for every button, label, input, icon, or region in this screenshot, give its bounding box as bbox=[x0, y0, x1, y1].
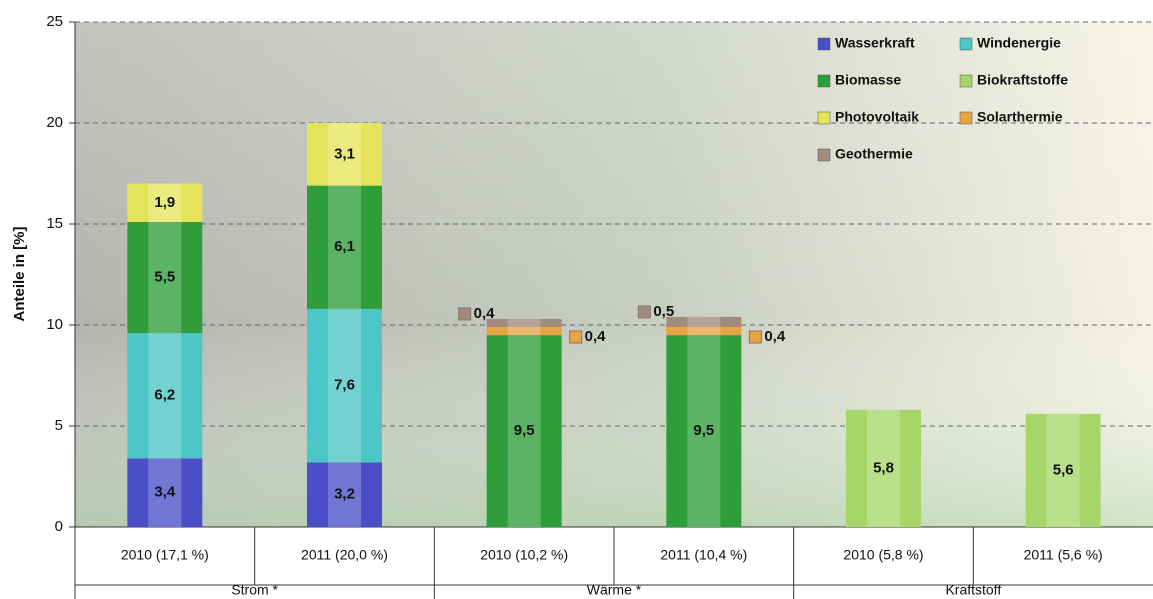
y-axis-label: Anteile in [%] bbox=[11, 226, 28, 321]
legend-swatch bbox=[959, 111, 973, 125]
value-label: 5,6 bbox=[1053, 461, 1074, 478]
value-label: 6,2 bbox=[154, 387, 175, 404]
value-label: 3,4 bbox=[154, 484, 176, 501]
legend-swatch bbox=[959, 37, 973, 51]
value-label: 7,6 bbox=[334, 377, 355, 394]
bar-segment bbox=[127, 458, 203, 527]
label-icon bbox=[458, 307, 472, 321]
label-icon bbox=[748, 330, 762, 344]
bar-segment bbox=[486, 327, 562, 336]
value-label: 0,4 bbox=[474, 305, 496, 322]
legend-swatch bbox=[817, 37, 831, 51]
y-tick-label: 5 bbox=[55, 417, 63, 434]
y-tick-label: 15 bbox=[46, 215, 63, 232]
value-label: 9,5 bbox=[514, 422, 535, 439]
value-label: 3,1 bbox=[334, 145, 355, 162]
x-tick-label: 2010 (10,2 %) bbox=[480, 547, 568, 563]
group-label: Kraftstoff bbox=[945, 582, 1001, 598]
legend-label: Windenergie bbox=[977, 35, 1061, 51]
x-tick-label: 2011 (20,0 %) bbox=[301, 547, 388, 563]
y-tick-label: 25 bbox=[46, 13, 63, 30]
legend-label: Solarthermie bbox=[977, 109, 1063, 125]
bar-segment bbox=[666, 316, 742, 328]
bar-segment bbox=[486, 318, 562, 328]
label-icon bbox=[637, 305, 651, 319]
bar-segment bbox=[307, 123, 382, 186]
y-tick-label: 0 bbox=[55, 518, 63, 535]
legend-swatch bbox=[817, 74, 831, 88]
legend-label: Wasserkraft bbox=[835, 35, 915, 51]
bar-segment bbox=[486, 335, 562, 527]
bar-segment bbox=[1025, 413, 1101, 527]
bar-segment bbox=[666, 335, 742, 527]
value-label: 5,5 bbox=[154, 268, 175, 285]
bar-segment bbox=[307, 308, 382, 463]
y-tick-label: 10 bbox=[46, 316, 63, 333]
label-icon bbox=[569, 330, 583, 344]
background-overlay bbox=[75, 22, 1153, 527]
group-label: Strom * bbox=[231, 582, 278, 598]
value-label: 5,8 bbox=[873, 459, 894, 476]
value-label: 6,1 bbox=[334, 238, 355, 255]
legend-swatch bbox=[817, 148, 831, 162]
x-tick-label: 2010 (5,8 %) bbox=[843, 547, 923, 563]
bar-segment bbox=[846, 409, 921, 527]
x-tick-label: 2011 (5,6 %) bbox=[1024, 547, 1103, 563]
x-tick-label: 2011 (10,4 %) bbox=[660, 547, 747, 563]
value-label: 0,4 bbox=[585, 328, 607, 345]
legend-label: Biokraftstoffe bbox=[977, 72, 1068, 88]
bar-segment bbox=[307, 185, 382, 309]
value-label: 0,5 bbox=[653, 303, 674, 320]
bar-segment bbox=[307, 462, 382, 527]
value-label: 0,4 bbox=[764, 328, 786, 345]
y-tick-label: 20 bbox=[46, 114, 63, 131]
legend-label: Geothermie bbox=[835, 146, 913, 162]
bar-segment bbox=[127, 333, 203, 459]
value-label: 1,9 bbox=[154, 194, 175, 211]
group-label: Wärme * bbox=[587, 582, 642, 598]
bar-segment bbox=[666, 327, 742, 336]
value-label: 3,2 bbox=[334, 486, 355, 503]
legend-label: Biomasse bbox=[835, 72, 901, 88]
value-label: 9,5 bbox=[693, 422, 714, 439]
legend-swatch bbox=[959, 74, 973, 88]
legend-swatch bbox=[817, 111, 831, 125]
bar-segment bbox=[127, 183, 203, 222]
x-tick-label: 2010 (17,1 %) bbox=[121, 547, 209, 563]
legend-label: Photovoltaik bbox=[835, 109, 919, 125]
bar-segment bbox=[127, 221, 203, 334]
